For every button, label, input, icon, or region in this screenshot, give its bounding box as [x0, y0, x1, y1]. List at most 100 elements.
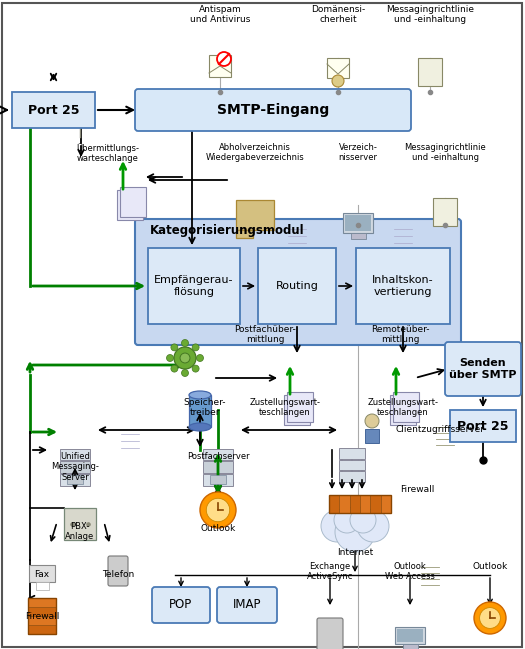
FancyBboxPatch shape — [395, 627, 425, 644]
FancyBboxPatch shape — [28, 598, 56, 607]
Ellipse shape — [189, 391, 211, 399]
FancyBboxPatch shape — [329, 495, 339, 513]
Text: Port 25: Port 25 — [457, 419, 509, 432]
FancyBboxPatch shape — [189, 395, 211, 427]
Circle shape — [206, 498, 230, 522]
Text: Messagingrichtlinie
und -einhaltung: Messagingrichtlinie und -einhaltung — [404, 143, 486, 162]
Text: Port 25: Port 25 — [28, 103, 79, 117]
FancyBboxPatch shape — [339, 448, 365, 459]
FancyBboxPatch shape — [12, 92, 95, 128]
FancyBboxPatch shape — [445, 342, 521, 396]
FancyBboxPatch shape — [217, 587, 277, 623]
Text: Domänensi-
cherheit: Domänensi- cherheit — [311, 5, 365, 25]
FancyBboxPatch shape — [350, 495, 360, 513]
FancyBboxPatch shape — [393, 392, 419, 422]
Circle shape — [335, 512, 375, 552]
FancyBboxPatch shape — [135, 89, 411, 131]
FancyBboxPatch shape — [370, 495, 381, 513]
Circle shape — [180, 353, 190, 363]
FancyBboxPatch shape — [287, 392, 313, 422]
FancyBboxPatch shape — [317, 618, 343, 649]
Text: Verzeich-
nisserver: Verzeich- nisserver — [339, 143, 377, 162]
FancyBboxPatch shape — [339, 459, 365, 471]
Text: Speicher-
treiber: Speicher- treiber — [184, 398, 226, 417]
Text: Firewall: Firewall — [25, 612, 59, 621]
Text: Internet: Internet — [337, 548, 373, 557]
Text: IMAP: IMAP — [233, 598, 261, 611]
Text: Outlook: Outlook — [201, 524, 236, 533]
Text: Antispam
und Antivirus: Antispam und Antivirus — [190, 5, 250, 25]
Text: Firewall: Firewall — [400, 485, 434, 495]
Circle shape — [321, 510, 353, 542]
Circle shape — [171, 344, 178, 351]
FancyBboxPatch shape — [209, 55, 231, 77]
Circle shape — [474, 602, 506, 634]
Circle shape — [196, 354, 204, 361]
FancyBboxPatch shape — [360, 495, 370, 513]
FancyBboxPatch shape — [60, 448, 90, 460]
Circle shape — [171, 365, 178, 372]
FancyBboxPatch shape — [60, 474, 90, 485]
FancyBboxPatch shape — [152, 587, 210, 623]
Text: Outlook: Outlook — [472, 562, 508, 571]
Text: Postfachüber-
mittlung: Postfachüber- mittlung — [234, 325, 296, 345]
FancyBboxPatch shape — [284, 395, 310, 425]
FancyBboxPatch shape — [433, 198, 457, 226]
Text: Kategorisierungsmodul: Kategorisierungsmodul — [150, 224, 304, 237]
FancyBboxPatch shape — [403, 644, 417, 649]
FancyBboxPatch shape — [117, 190, 143, 220]
FancyBboxPatch shape — [339, 471, 365, 482]
FancyBboxPatch shape — [28, 616, 56, 625]
FancyBboxPatch shape — [345, 215, 371, 231]
Text: Outlook
Web Access: Outlook Web Access — [385, 562, 435, 582]
FancyBboxPatch shape — [36, 582, 48, 590]
FancyBboxPatch shape — [60, 461, 90, 473]
FancyBboxPatch shape — [381, 495, 391, 513]
FancyBboxPatch shape — [108, 556, 128, 586]
Text: Remoteüber-
mittlung: Remoteüber- mittlung — [371, 325, 429, 345]
Text: Postfachserver: Postfachserver — [187, 452, 249, 461]
Text: Routing: Routing — [276, 281, 319, 291]
Circle shape — [166, 354, 173, 361]
Text: Empfängerau-
flösung: Empfängerau- flösung — [154, 275, 234, 297]
Text: Exchange
ActiveSync: Exchange ActiveSync — [307, 562, 353, 582]
FancyBboxPatch shape — [64, 508, 96, 540]
Text: Zustellungswart-
teschlangen: Zustellungswart- teschlangen — [368, 398, 438, 417]
Circle shape — [350, 507, 376, 533]
Circle shape — [332, 75, 344, 87]
FancyBboxPatch shape — [343, 213, 373, 233]
Text: Abholverzeichnis
Wiedergabeverzeichnis: Abholverzeichnis Wiedergabeverzeichnis — [206, 143, 304, 162]
Text: SMTP-Eingang: SMTP-Eingang — [217, 103, 329, 117]
FancyBboxPatch shape — [327, 58, 349, 78]
FancyBboxPatch shape — [203, 448, 233, 460]
Circle shape — [192, 344, 199, 351]
Text: Fax: Fax — [35, 570, 49, 579]
FancyBboxPatch shape — [397, 629, 423, 642]
Text: Unified
Messaging-
Server: Unified Messaging- Server — [51, 452, 99, 482]
FancyBboxPatch shape — [29, 565, 55, 582]
FancyBboxPatch shape — [203, 474, 233, 485]
FancyBboxPatch shape — [236, 230, 253, 238]
Text: Senden
über SMTP: Senden über SMTP — [449, 358, 517, 380]
Text: Messagingrichtlinie
und -einhaltung: Messagingrichtlinie und -einhaltung — [386, 5, 474, 25]
FancyBboxPatch shape — [258, 248, 336, 324]
FancyBboxPatch shape — [351, 233, 365, 239]
Ellipse shape — [189, 423, 211, 431]
Text: Clientzugriffsserver: Clientzugriffsserver — [395, 425, 484, 434]
FancyBboxPatch shape — [210, 474, 226, 484]
Text: Übermittlungs-
warteschlange: Übermittlungs- warteschlange — [77, 143, 140, 164]
FancyBboxPatch shape — [135, 219, 461, 345]
Text: Telefon: Telefon — [102, 570, 134, 579]
Circle shape — [182, 339, 188, 347]
FancyBboxPatch shape — [120, 187, 146, 217]
FancyBboxPatch shape — [365, 429, 379, 443]
Circle shape — [200, 492, 236, 528]
FancyBboxPatch shape — [148, 248, 240, 324]
Text: PBX-
Anlage: PBX- Anlage — [66, 522, 94, 541]
FancyBboxPatch shape — [236, 200, 274, 230]
FancyBboxPatch shape — [28, 625, 56, 634]
FancyBboxPatch shape — [356, 248, 450, 324]
Text: POP: POP — [170, 598, 193, 611]
FancyBboxPatch shape — [450, 410, 516, 442]
FancyBboxPatch shape — [390, 395, 416, 425]
